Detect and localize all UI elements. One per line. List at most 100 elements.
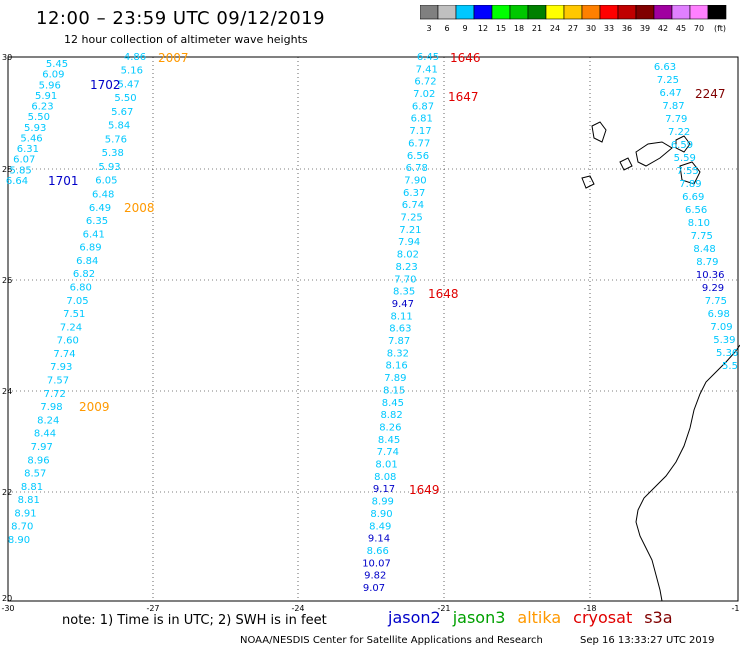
swh-value: 10.07: [362, 558, 391, 569]
legend-label: 21: [532, 24, 542, 33]
swh-value: 8.15: [383, 385, 405, 396]
swh-value: 7.09: [710, 322, 732, 333]
pass-time-label: 2009: [79, 400, 110, 414]
swh-value: 5.36: [716, 348, 738, 359]
swh-value: 7.74: [377, 447, 399, 458]
swh-value: 6.49: [89, 203, 111, 214]
swh-value: 7.75: [705, 296, 727, 307]
swh-value: 8.57: [24, 469, 46, 480]
swh-value: 5.46: [20, 133, 42, 144]
swh-value: 6.47: [660, 88, 682, 99]
legend-label: 18: [514, 24, 524, 33]
island: [675, 135, 691, 153]
swh-value: 6.77: [408, 138, 430, 149]
satellite-altika: altika: [517, 608, 562, 627]
swh-value: 9.14: [368, 534, 390, 545]
swh-value: 8.32: [387, 348, 409, 359]
legend-swatch: [707, 5, 727, 20]
swh-value: 5.16: [121, 66, 143, 77]
island: [679, 161, 701, 185]
map-title: 12:00 – 23:59 UTC 09/12/2019: [36, 8, 326, 29]
legend-label: 24: [550, 24, 560, 33]
swh-value: 8.91: [14, 508, 36, 519]
swh-value: 7.94: [398, 237, 420, 248]
legend-label: 70: [694, 24, 704, 33]
swh-value: 5.50: [28, 112, 50, 123]
swh-value: 7.05: [66, 296, 88, 307]
swh-value: 7.25: [657, 75, 679, 86]
lat-label: 30: [2, 53, 12, 62]
satellite-s3a: s3a: [644, 608, 673, 627]
wave-height-legend: 3 6 9 12 15 18 21 24 27 30 33 36 39 42 45 70 (ft): [420, 5, 727, 33]
swh-value: 5.76: [105, 134, 127, 145]
legend-label: 42: [658, 24, 668, 33]
legend-label: 45: [676, 24, 686, 33]
pass-time-label: 1646: [450, 51, 481, 65]
legend-label: 39: [640, 24, 650, 33]
swh-value: 8.82: [380, 410, 402, 421]
swh-value: 7.51: [63, 309, 85, 320]
island: [581, 175, 595, 189]
swh-value: 5.59: [674, 153, 696, 164]
swh-value: 7.89: [679, 179, 701, 190]
swh-value: 5.93: [24, 123, 46, 134]
swh-value: 10.36: [696, 270, 725, 281]
swh-value: 7.72: [44, 389, 66, 400]
swh-value: 6.98: [708, 309, 730, 320]
lat-label: 26: [2, 276, 12, 285]
swh-value: 6.05: [95, 176, 117, 187]
swh-value: 6.56: [685, 205, 707, 216]
swh-value: 6.72: [414, 77, 436, 88]
swh-value: 8.90: [370, 509, 392, 520]
pass-time-label: 1648: [428, 287, 459, 301]
swh-value: 5.38: [102, 148, 124, 159]
legend-label: 33: [604, 24, 614, 33]
swh-value: 7.79: [665, 114, 687, 125]
swh-value: 8.45: [382, 398, 404, 409]
pass-time-label: 1647: [448, 90, 479, 104]
swh-value: 6.80: [70, 282, 92, 293]
swh-value: 6.69: [682, 192, 704, 203]
swh-value: 6.23: [31, 102, 53, 113]
swh-value: 8.11: [390, 311, 412, 322]
swh-value: 8.01: [375, 460, 397, 471]
swh-value: 9.82: [364, 571, 386, 582]
swh-value: 7.55: [676, 166, 698, 177]
swh-value: 6.56: [407, 151, 429, 162]
swh-value: 5.67: [111, 107, 133, 118]
swh-value: 6.31: [17, 144, 39, 155]
swh-value: 7.93: [50, 362, 72, 373]
swh-value: 7.89: [384, 373, 406, 384]
coastline: [635, 344, 740, 602]
legend-label: 12: [478, 24, 488, 33]
swh-value: 6.89: [79, 243, 101, 254]
legend-label: 15: [496, 24, 506, 33]
swh-value: 9.47: [392, 299, 414, 310]
legend-label: 27: [568, 24, 578, 33]
swh-value: 7.87: [662, 101, 684, 112]
island: [591, 121, 607, 143]
swh-value: 5.5: [722, 361, 738, 372]
swh-value: 6.35: [86, 216, 108, 227]
lat-label: 22: [2, 488, 12, 497]
lat-label: 20: [2, 594, 12, 603]
swh-value: 5.84: [108, 121, 130, 132]
pass-time-label: 1649: [409, 483, 440, 497]
swh-value: 7.17: [409, 126, 431, 137]
swh-value: 7.25: [401, 213, 423, 224]
satellite-cryosat: cryosat: [573, 608, 633, 627]
legend-label: 9: [462, 24, 467, 33]
swh-value: 6.84: [76, 256, 98, 267]
map-frame: [7, 56, 739, 602]
pass-time-label: 2007: [158, 51, 189, 65]
lon-label: -18: [583, 604, 596, 613]
swh-value: 8.08: [374, 472, 396, 483]
legend-unit: (ft): [714, 24, 726, 33]
swh-value: 9.17: [373, 484, 395, 495]
swh-value: 5.91: [35, 91, 57, 102]
swh-value: 5.85: [10, 165, 32, 176]
swh-value: 7.97: [31, 442, 53, 453]
swh-value: 6.37: [403, 188, 425, 199]
swh-value: 5.45: [46, 59, 68, 70]
